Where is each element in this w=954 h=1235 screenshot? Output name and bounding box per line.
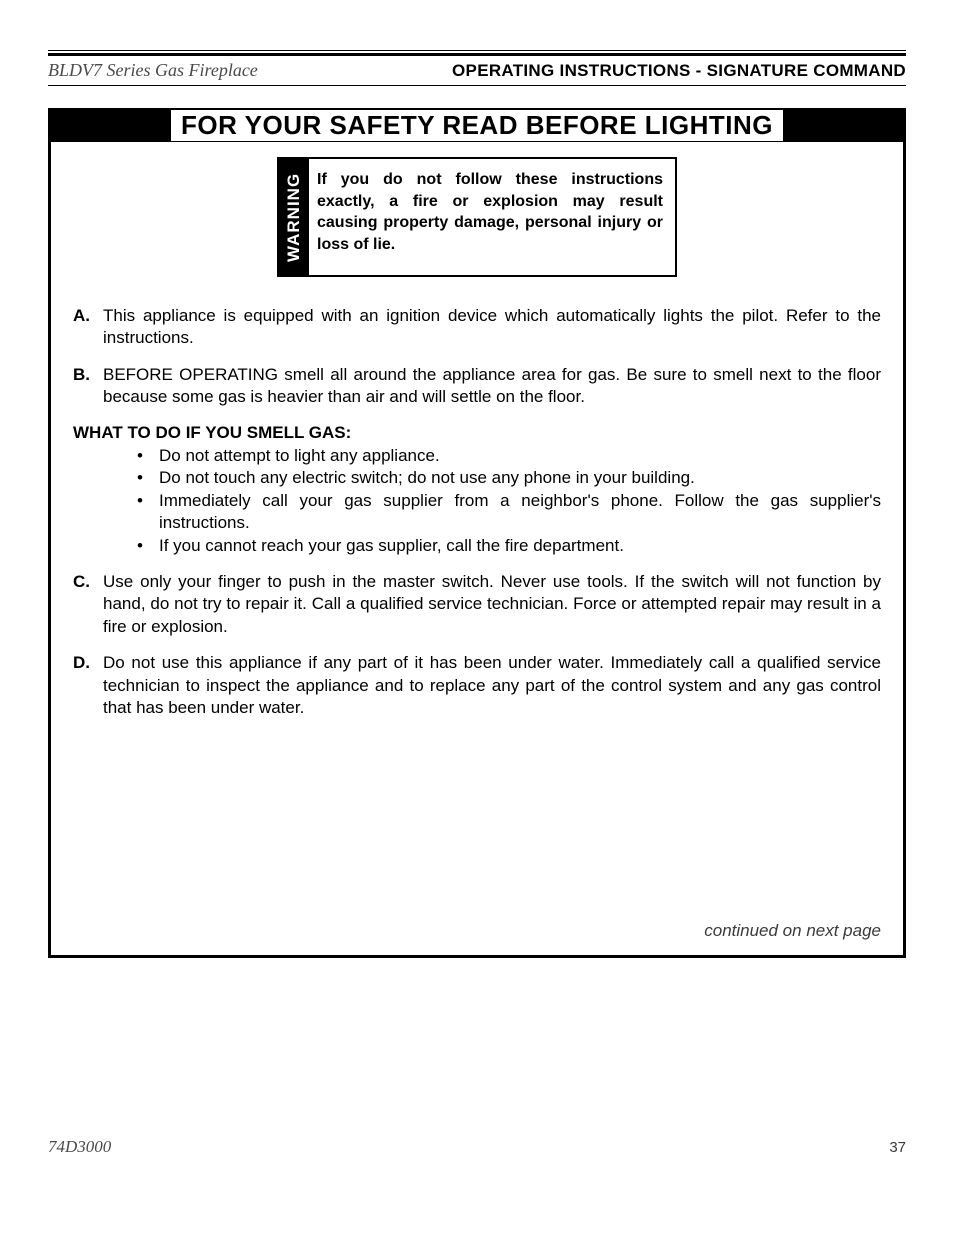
smell-gas-heading: WHAT TO DO IF YOU SMELL GAS: [73, 423, 881, 443]
banner-text: FOR YOUR SAFETY READ BEFORE LIGHTING [171, 110, 783, 141]
instruction-marker: B. [73, 364, 103, 409]
instruction-list: A. This appliance is equipped with an ig… [69, 305, 885, 720]
bullet-item: • Do not attempt to light any appliance. [131, 445, 881, 467]
bullet-dot: • [131, 467, 159, 489]
doc-code: 74D3000 [48, 1137, 111, 1157]
instruction-item: B. BEFORE OPERATING smell all around the… [73, 364, 881, 409]
page-footer: 74D3000 37 [48, 1137, 906, 1157]
instruction-marker: D. [73, 652, 103, 719]
bullet-text: If you cannot reach your gas supplier, c… [159, 535, 624, 557]
bullet-dot: • [131, 445, 159, 467]
bullet-text: Do not attempt to light any appliance. [159, 445, 440, 467]
bullet-text: Immediately call your gas supplier from … [159, 490, 881, 535]
bullet-dot: • [131, 490, 159, 535]
instruction-text: Use only your finger to push in the mast… [103, 571, 881, 638]
safety-banner: FOR YOUR SAFETY READ BEFORE LIGHTING [48, 108, 906, 142]
warning-text: If you do not follow these instructions … [309, 159, 675, 275]
instruction-text: This appliance is equipped with an ignit… [103, 305, 881, 350]
instruction-item: C. Use only your finger to push in the m… [73, 571, 881, 638]
bullet-text: Do not touch any electric switch; do not… [159, 467, 695, 489]
section-title: OPERATING INSTRUCTIONS - SIGNATURE COMMA… [452, 61, 906, 81]
header-rule-top [48, 50, 906, 56]
bullet-item: • Immediately call your gas supplier fro… [131, 490, 881, 535]
product-name: BLDV7 Series Gas Fireplace [48, 60, 258, 81]
warning-box: WARNING If you do not follow these instr… [277, 157, 677, 277]
header-rule-bottom [48, 85, 906, 86]
smell-gas-bullets: • Do not attempt to light any appliance.… [73, 445, 881, 557]
bullet-dot: • [131, 535, 159, 557]
warning-tab: WARNING [279, 159, 309, 275]
instruction-text: BEFORE OPERATING smell all around the ap… [103, 364, 881, 409]
instruction-item: D. Do not use this appliance if any part… [73, 652, 881, 719]
continued-note: continued on next page [704, 921, 881, 941]
instruction-marker: C. [73, 571, 103, 638]
page-number: 37 [889, 1139, 906, 1156]
instruction-item: A. This appliance is equipped with an ig… [73, 305, 881, 350]
instruction-marker: A. [73, 305, 103, 350]
instruction-text: Do not use this appliance if any part of… [103, 652, 881, 719]
content-frame: FOR YOUR SAFETY READ BEFORE LIGHTING WAR… [48, 108, 906, 958]
bullet-item: • Do not touch any electric switch; do n… [131, 467, 881, 489]
bullet-item: • If you cannot reach your gas supplier,… [131, 535, 881, 557]
page-header: BLDV7 Series Gas Fireplace OPERATING INS… [48, 58, 906, 85]
